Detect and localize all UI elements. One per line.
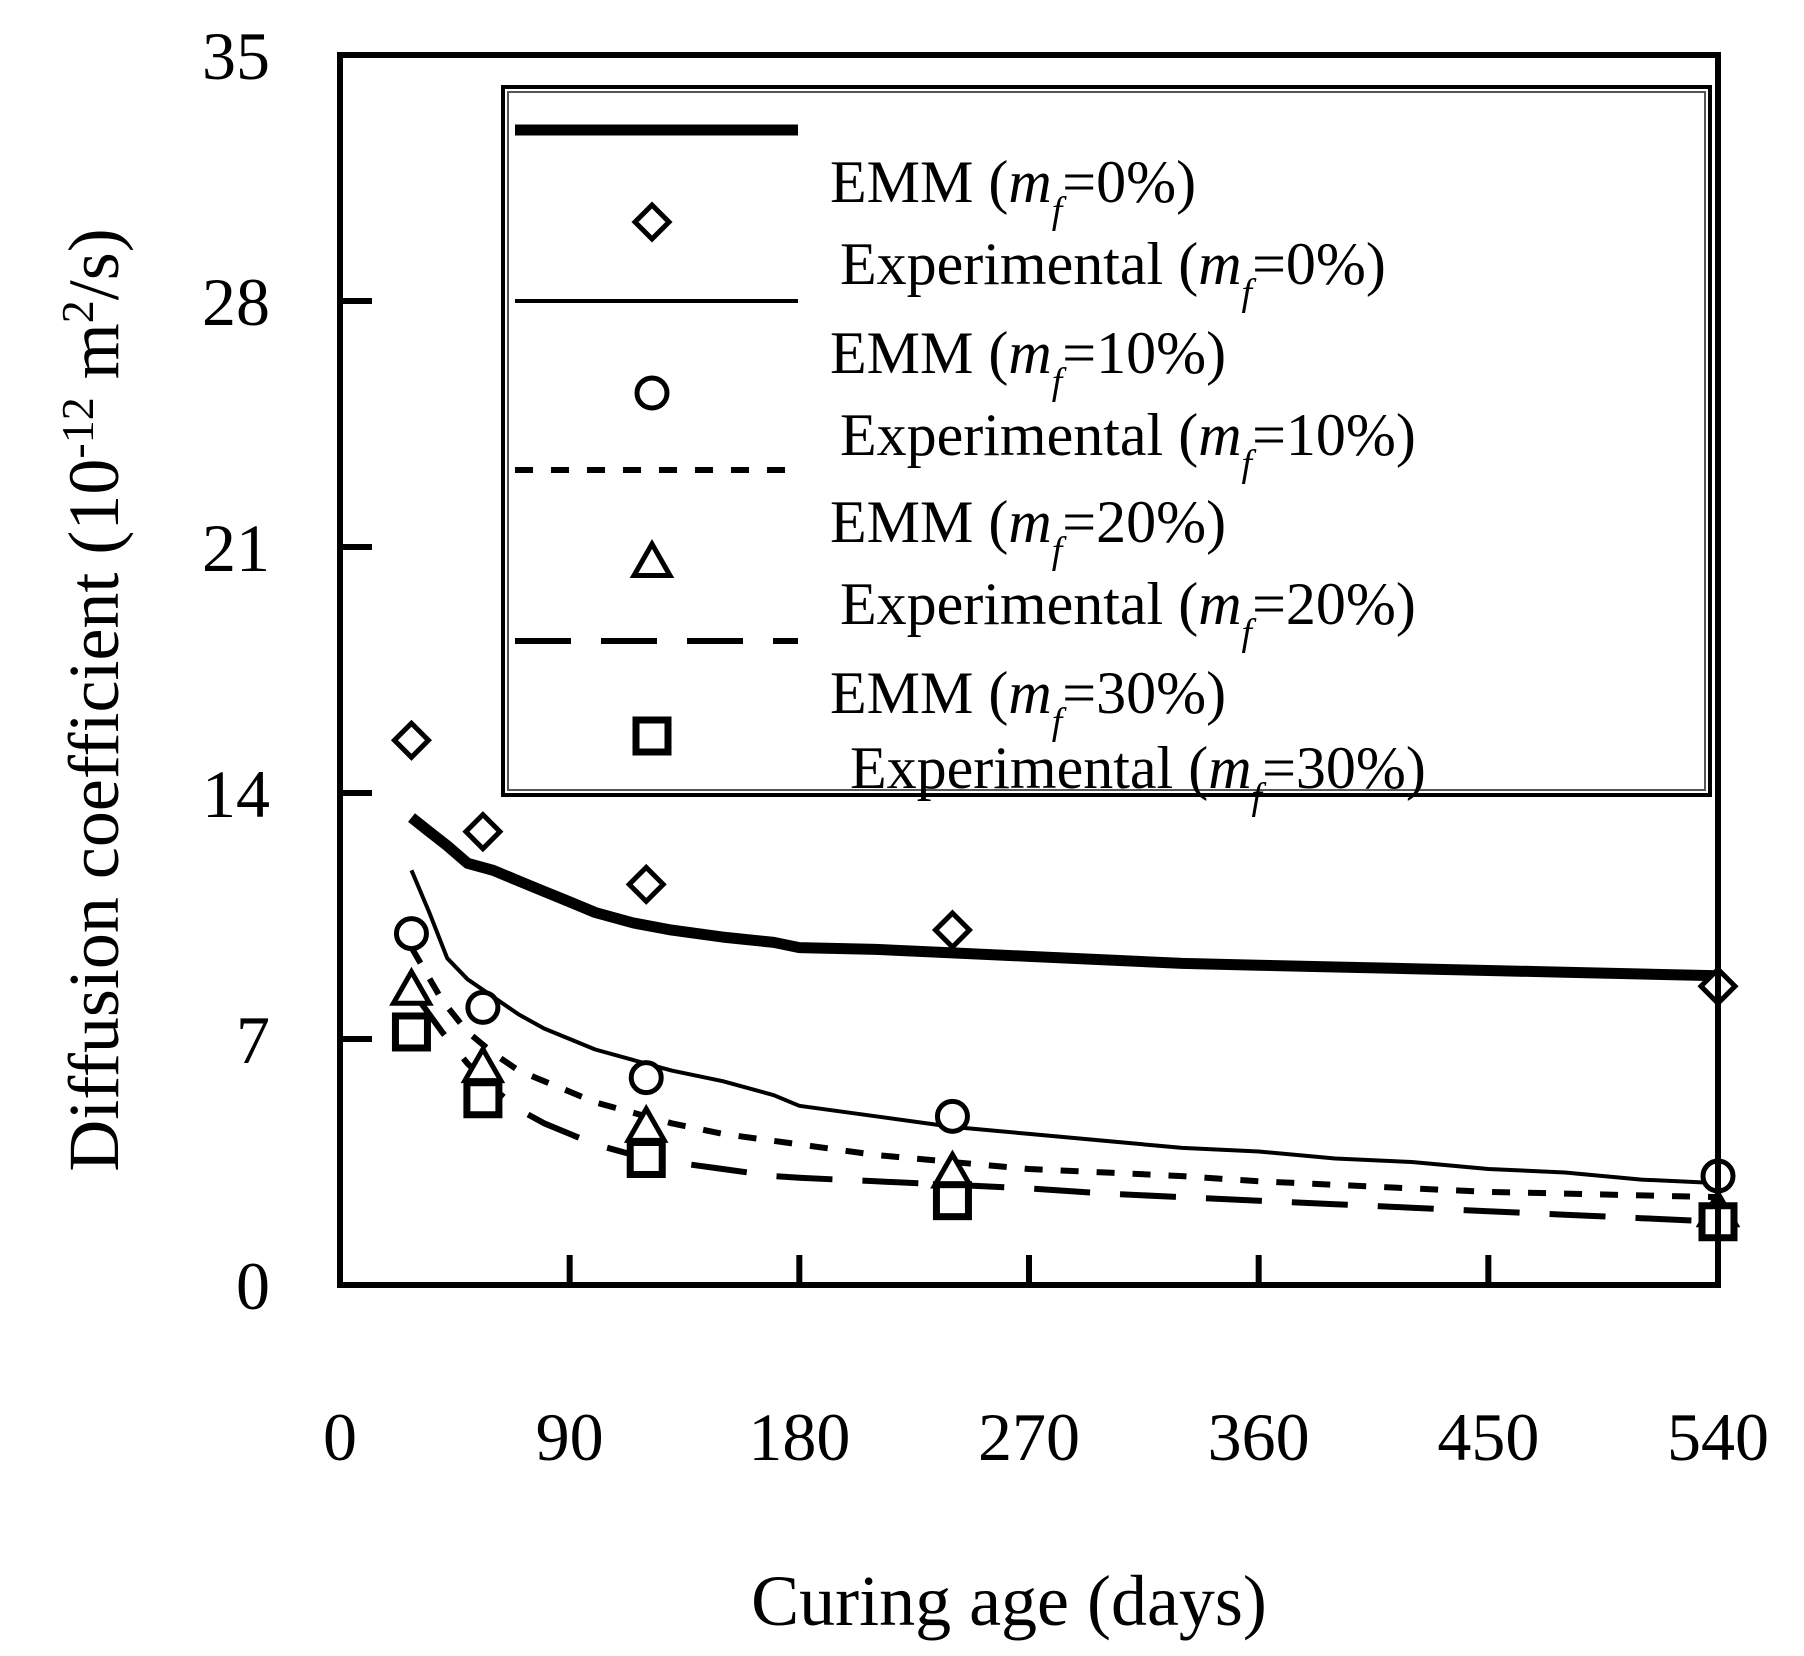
data-point-square — [463, 1079, 503, 1119]
legend-label-5: Experimental (mf=20%) — [840, 571, 1416, 654]
data-point-circle — [465, 989, 501, 1025]
data-point-diamond — [390, 719, 432, 761]
legend-marker-triangle — [629, 538, 675, 578]
legend-label-main: EMM ( — [830, 149, 1008, 215]
data-point-circle — [393, 916, 429, 952]
y-tick-label: 21 — [202, 510, 270, 586]
legend-label-main: EMM ( — [830, 320, 1008, 386]
x-axis-label: Curing age (days) — [751, 1561, 1267, 1641]
legend-label-4: EMM (mf=20%) — [830, 489, 1226, 572]
data-point-circle — [628, 1060, 664, 1096]
y-tick-label: 28 — [202, 264, 270, 340]
legend-label-7: Experimental (mf=30%) — [850, 735, 1426, 818]
series-line-6 — [409, 988, 1719, 1225]
legend-box — [501, 85, 1712, 797]
series-line-4 — [408, 946, 1719, 1201]
legend-label-tail: =10%) — [1062, 320, 1226, 386]
legend-label-tail: =30%) — [1062, 660, 1226, 726]
data-point-diamond — [931, 909, 973, 951]
legend-label-main: Experimental ( — [840, 571, 1198, 637]
legend-label-var: m — [1198, 571, 1241, 637]
legend-label-3: Experimental (mf=10%) — [840, 402, 1416, 485]
x-tick-label: 180 — [748, 1399, 850, 1475]
y-axis-label: Diffusion coefficient (10-12 m2/s) — [52, 228, 135, 1172]
x-tick-label: 90 — [536, 1399, 604, 1475]
legend-label-main: Experimental ( — [840, 231, 1198, 297]
legend-label-tail: =20%) — [1062, 489, 1226, 555]
legend-label-tail: =0%) — [1062, 149, 1196, 215]
y-axis-label-exp1: -12 — [52, 397, 103, 458]
y-axis-label-mid: m — [54, 323, 134, 397]
legend-label-tail: =20%) — [1252, 571, 1416, 637]
data-point-square — [626, 1138, 666, 1178]
x-tick-label: 360 — [1208, 1399, 1310, 1475]
y-tick-label: 0 — [236, 1248, 270, 1324]
y-tick-label: 14 — [202, 756, 270, 832]
data-point-circle — [934, 1098, 970, 1134]
y-tick-label: 7 — [236, 1002, 270, 1078]
legend-label-var: m — [1198, 402, 1241, 468]
legend-label-var: m — [1008, 660, 1051, 726]
legend-label-var: m — [1008, 149, 1051, 215]
legend-label-main: Experimental ( — [850, 735, 1208, 801]
legend-label-6: EMM (mf=30%) — [830, 660, 1226, 743]
legend-label-var: m — [1008, 320, 1051, 386]
series-layer — [408, 813, 1719, 1225]
legend: EMM (mf=0%)Experimental (mf=0%)EMM (mf=1… — [501, 85, 1712, 818]
data-point-triangle — [389, 966, 434, 1006]
legend-marker-diamond — [631, 201, 673, 243]
x-tick-label: 270 — [978, 1399, 1080, 1475]
x-tick-label: 450 — [1437, 1399, 1539, 1475]
data-point-square — [391, 1012, 431, 1052]
legend-label-1: Experimental (mf=0%) — [840, 231, 1386, 314]
legend-label-var: m — [1198, 231, 1241, 297]
legend-label-main: EMM ( — [830, 489, 1008, 555]
legend-label-var: m — [1008, 489, 1051, 555]
legend-box-shadow — [507, 91, 1706, 791]
data-point-diamond — [625, 863, 667, 905]
legend-items: EMM (mf=0%)Experimental (mf=0%)EMM (mf=1… — [515, 124, 1426, 818]
x-tick-label: 540 — [1667, 1399, 1769, 1475]
y-axis-label-exp2: 2 — [52, 300, 103, 323]
legend-label-main: EMM ( — [830, 660, 1008, 726]
series-line-0 — [408, 813, 1719, 982]
x-tick-label: 0 — [323, 1399, 357, 1475]
y-ticks: 0 7 14 21 28 35 — [202, 18, 372, 1324]
legend-label-tail: =30%) — [1262, 735, 1426, 801]
legend-label-tail: =0%) — [1252, 231, 1386, 297]
x-ticks: 0 90 180 270 360 450 540 — [323, 1255, 1769, 1475]
legend-label-main: Experimental ( — [840, 402, 1198, 468]
legend-label-tail: =10%) — [1252, 402, 1416, 468]
y-axis-label-end: /s) — [54, 228, 134, 300]
y-axis-label-main: Diffusion coefficient (10 — [54, 459, 134, 1172]
legend-label-var: m — [1208, 735, 1251, 801]
legend-label-2: EMM (mf=10%) — [830, 320, 1226, 403]
data-point-diamond — [462, 811, 504, 853]
legend-label-0: EMM (mf=0%) — [830, 149, 1196, 232]
data-point-square — [932, 1181, 972, 1221]
legend-marker-circle — [634, 375, 670, 411]
y-tick-label: 35 — [202, 18, 270, 94]
legend-marker-square — [632, 716, 672, 756]
